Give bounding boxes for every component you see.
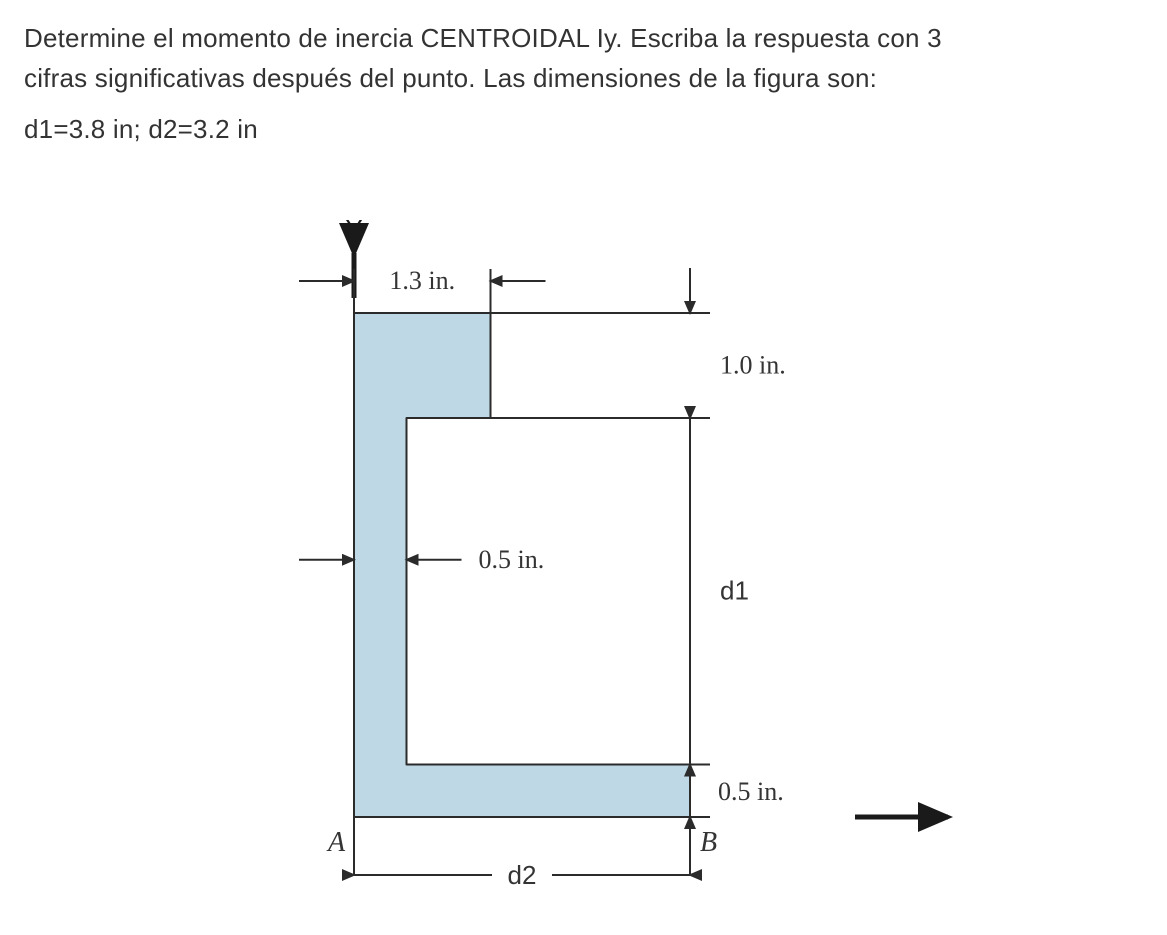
svg-text:1.0 in.: 1.0 in. (720, 350, 786, 379)
question-line-2: cifras significativas después del punto.… (24, 58, 1143, 98)
svg-text:1.3 in.: 1.3 in. (389, 266, 455, 295)
svg-text:d2: d2 (508, 860, 537, 890)
svg-text:B: B (700, 827, 717, 858)
question-line-3: d1=3.8 in; d2=3.2 in (24, 109, 1143, 149)
question-block: Determine el momento de inercia CENTROID… (24, 18, 1143, 149)
question-line-1: Determine el momento de inercia CENTROID… (24, 18, 1143, 58)
figure-svg: YX1.3 in.0.5 in.1.0 in.d10.5 in.ABd2 (234, 157, 954, 917)
svg-text:0.5 in.: 0.5 in. (718, 777, 784, 806)
svg-text:Y: Y (345, 214, 362, 244)
figure-container: YX1.3 in.0.5 in.1.0 in.d10.5 in.ABd2 (234, 157, 1143, 917)
svg-text:A: A (326, 827, 346, 858)
svg-text:d1: d1 (720, 575, 749, 605)
svg-text:0.5 in.: 0.5 in. (479, 545, 545, 574)
